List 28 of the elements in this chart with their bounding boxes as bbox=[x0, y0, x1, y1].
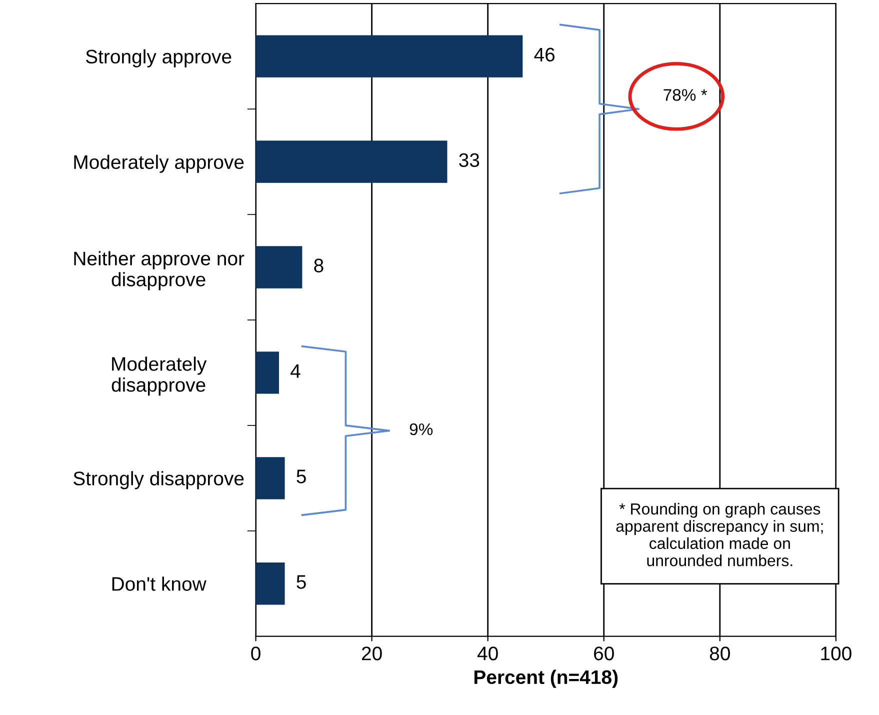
y-tick-label: Moderately disapprove bbox=[112, 356, 207, 396]
bar bbox=[256, 352, 279, 394]
data-label: 46 bbox=[534, 48, 555, 62]
x-tick-label: 40 bbox=[477, 646, 498, 660]
data-label: 8 bbox=[314, 258, 324, 272]
x-tick-label: 20 bbox=[362, 646, 382, 660]
annotation: 9% bbox=[410, 423, 433, 436]
bar bbox=[256, 140, 448, 183]
x-axis-title: Percent (n=418) bbox=[474, 670, 618, 688]
x-tick-label: 100 bbox=[821, 646, 852, 660]
data-label: 5 bbox=[296, 575, 306, 589]
x-tick-label: 0 bbox=[251, 646, 260, 660]
y-tick-label: Moderately approve bbox=[74, 154, 244, 173]
y-tick-label: Strongly approve bbox=[86, 49, 232, 68]
x-tick-label: 60 bbox=[594, 646, 614, 660]
x-tick-label: 80 bbox=[710, 646, 730, 660]
annotation: * Rounding on graph causes apparent discrepancy in sum; calculation made on unrounded numbers. bbox=[616, 502, 823, 566]
y-tick-label: Neither approve nor disapprove bbox=[74, 251, 244, 290]
bar bbox=[256, 457, 285, 500]
bar bbox=[256, 246, 302, 288]
annotation: 78% * bbox=[664, 89, 708, 101]
bar bbox=[256, 562, 285, 605]
data-label: 4 bbox=[290, 364, 300, 378]
y-tick-label: Don't know bbox=[112, 576, 206, 591]
data-label: 33 bbox=[459, 153, 480, 167]
bar bbox=[256, 35, 523, 78]
data-label: 5 bbox=[296, 470, 306, 484]
y-tick-label: Strongly disapprove bbox=[74, 471, 244, 490]
